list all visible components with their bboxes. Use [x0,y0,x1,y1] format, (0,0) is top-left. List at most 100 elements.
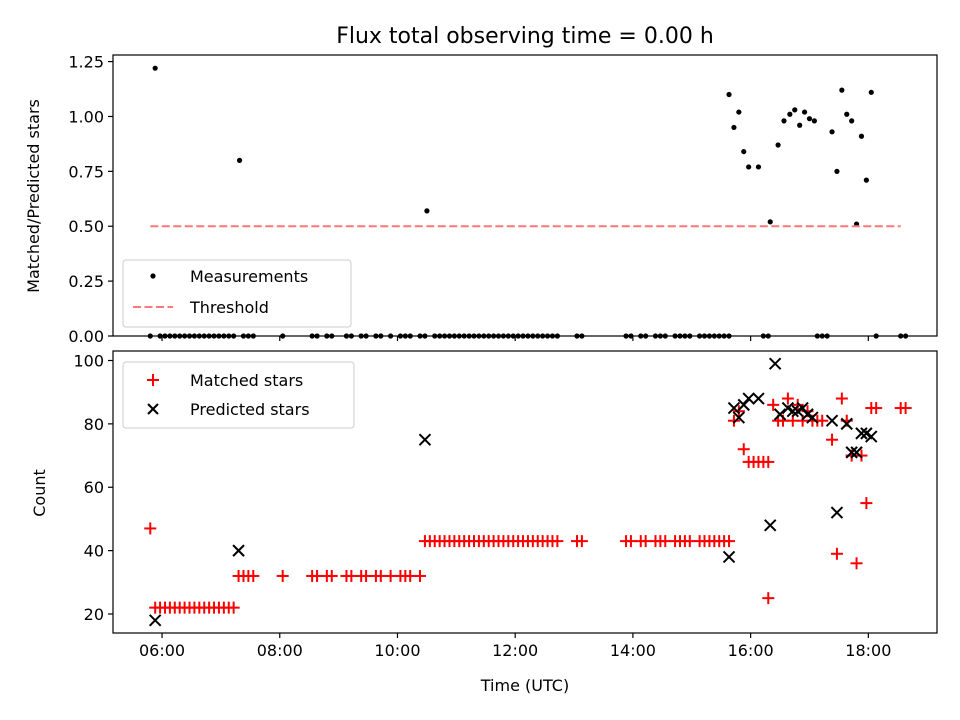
measurements-point [834,168,840,174]
predicted-stars-point [865,430,878,443]
bottom-panel-ticks: 20 40 60 80 100 06:00 08:00 10:00 12:00 14:00 16:0… [73,352,891,660]
top-legend: Measurements Threshold [122,259,352,328]
matched-stars-point [870,402,883,415]
y-tick-label: 0.25 [68,272,104,291]
measurements-point [775,142,781,148]
predicted-stars-point [840,417,853,431]
matched-stars-point [781,392,794,405]
x-tick-label: 10:00 [374,641,420,660]
measurements-point [755,164,762,170]
measurements-point [844,111,850,117]
predicted-stars-point [796,401,809,415]
top-panel-marks [147,65,909,339]
top-panel: 0.00 0.25 0.50 0.75 1.00 1.25 Matched/Predict… [24,53,938,346]
y-tick-label: 60 [84,478,104,497]
predicted-stars-point [773,408,787,421]
predicted-stars-point [727,401,741,415]
predicted-legend-marker [147,403,159,415]
matched-stars-point [899,402,912,415]
chart-title: Flux total observing time = 0.00 h [336,24,714,49]
predicted-stars-point [855,427,868,440]
predicted-stars-point [232,544,245,557]
predicted-stars-point [768,357,782,370]
x-axis-label: Time (UTC) [480,676,569,695]
measurements-point [829,129,835,135]
measurements-point [806,116,813,122]
measurements-point [746,164,752,170]
matched-stars-point [276,569,289,582]
measurements-point [726,91,732,98]
matched-stars-point [727,414,740,427]
predicted-stars-point [786,404,800,418]
measurements-point [236,157,243,163]
measurements-legend-marker [150,273,156,279]
matched-stars-point [737,443,750,456]
y-tick-label: 1.00 [68,107,104,126]
y-tick-label: 0.00 [68,327,104,346]
predicted-stars-point [737,398,750,412]
measurements-point [839,87,845,93]
bottom-panel-frame [112,350,938,634]
x-tick-label: 16:00 [728,641,774,660]
measurements-legend-label: Measurements [190,267,308,286]
measurements-point [787,111,793,117]
y-tick-label: 20 [84,605,104,624]
measurements-point [801,109,808,115]
matched-stars-point [860,497,873,510]
matched-legend-marker [147,374,159,386]
predicted-stars-point [764,519,777,532]
matched-stars-point [830,547,843,560]
threshold-legend-label: Threshold [189,298,269,317]
matched-stars-point [762,455,775,468]
matched-stars-point [227,601,240,614]
predicted-stars-point [850,446,863,459]
predicted-stars-point [825,414,839,427]
matched-stars-point [835,392,848,405]
matched-stars-point [144,522,157,535]
y-tick-label: 40 [84,542,104,561]
matched-stars-point [762,592,775,605]
matched-stars-point [551,535,564,548]
predicted-stars-point [845,446,858,459]
measurements-point [863,177,869,183]
top-panel-frame [112,54,938,337]
predicted-stars-point [148,614,162,627]
bottom-panel: 20 40 60 80 100 06:00 08:00 10:00 12:00 14:00 16:0… [30,350,938,695]
bottom-panel-marks [144,357,912,627]
predicted-stars-point [732,411,746,424]
y-tick-label: 80 [84,415,104,434]
measurements-point [767,219,773,225]
matched-stars-point [791,398,804,411]
measurements-point [781,118,787,124]
bottom-y-axis-label: Count [30,469,49,517]
predicted-stars-point [830,506,844,519]
matched-stars-point [575,535,588,548]
predicted-stars-point [752,392,765,405]
matched-stars-point [732,405,745,418]
measurements-point [797,122,803,128]
measurements-point [868,89,874,95]
matched-stars-point [850,557,863,570]
measurements-point [731,124,737,131]
predicted-legend-label: Predicted stars [190,400,310,419]
top-y-axis-label: Matched/Predicted stars [24,99,43,293]
predicted-stars-point [806,411,819,424]
predicted-stars-point [722,550,736,564]
matched-stars-point [723,535,736,548]
x-tick-label: 06:00 [139,641,185,660]
measurements-point [811,118,817,124]
x-tick-label: 08:00 [257,641,303,660]
x-tick-label: 18:00 [845,641,891,660]
bottom-legend: Matched stars Predicted stars [122,361,355,429]
measurements-point [792,107,798,113]
matched-stars-point [247,569,260,582]
matched-stars-point [816,414,829,427]
measurements-point [858,133,865,139]
matched-stars-point [767,398,780,411]
y-tick-label: 100 [73,352,104,371]
matched-stars-point [855,449,868,462]
x-tick-label: 14:00 [610,641,656,660]
measurements-point [152,65,158,71]
measurements-point [849,118,855,124]
